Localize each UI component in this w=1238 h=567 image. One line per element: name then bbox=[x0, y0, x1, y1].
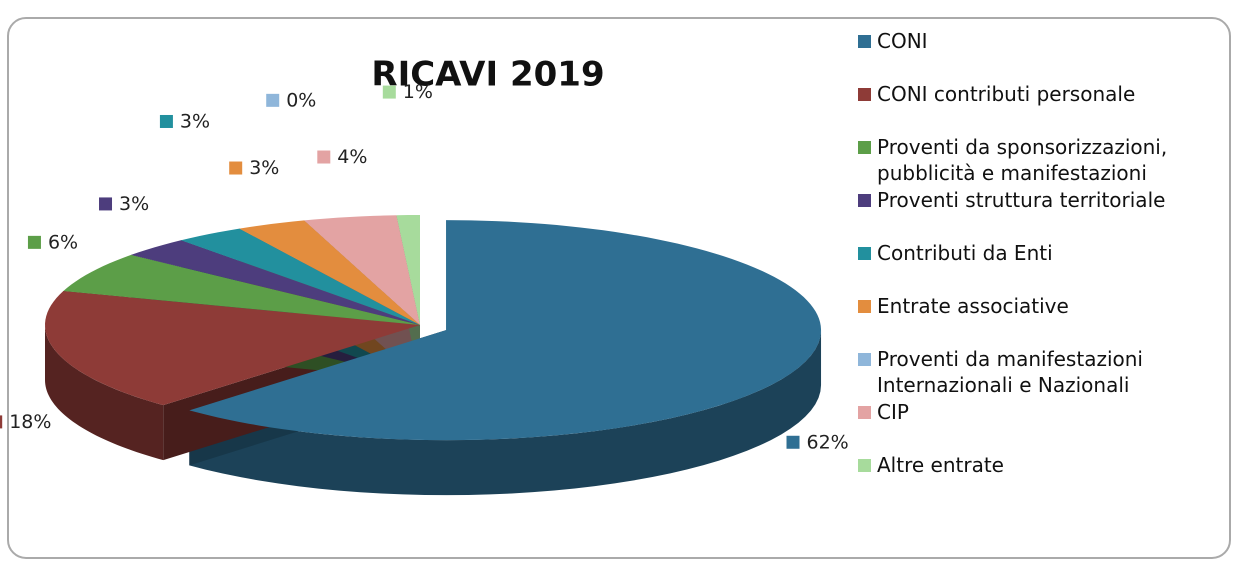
slice bbox=[239, 220, 420, 325]
label-swatch bbox=[27, 235, 41, 249]
data-label: 3% bbox=[180, 110, 210, 132]
legend-item: Proventi da manifestazioni Internazional… bbox=[858, 346, 1218, 399]
legend-label: CONI contributi personale bbox=[877, 82, 1136, 106]
legend-swatch bbox=[858, 406, 871, 419]
slice bbox=[180, 228, 420, 325]
data-label: 3% bbox=[249, 157, 279, 179]
legend-swatch bbox=[858, 88, 871, 101]
label-swatch bbox=[99, 197, 113, 211]
legend-label: Proventi struttura territoriale bbox=[877, 188, 1166, 212]
label-swatch bbox=[382, 85, 396, 99]
data-label: 0% bbox=[286, 89, 316, 111]
legend-swatch bbox=[858, 141, 871, 154]
data-label: 18% bbox=[9, 411, 51, 433]
slice bbox=[189, 220, 822, 441]
legend-item: CONI bbox=[858, 28, 1218, 81]
legend-label: Contributi da Enti bbox=[877, 241, 1053, 265]
slice bbox=[304, 215, 420, 325]
legend-swatch bbox=[858, 459, 871, 472]
slice-side bbox=[189, 330, 822, 496]
data-label: 6% bbox=[48, 231, 78, 253]
legend-label: Proventi da sponsorizzazioni, pubblicità… bbox=[877, 135, 1168, 185]
legend-swatch bbox=[858, 194, 871, 207]
label-swatch bbox=[0, 415, 3, 429]
legend-swatch bbox=[858, 35, 871, 48]
legend-label: Altre entrate bbox=[877, 453, 1004, 477]
data-label: 62% bbox=[807, 431, 849, 453]
label-swatch bbox=[317, 150, 331, 164]
legend-item: CIP bbox=[858, 399, 1218, 452]
slice bbox=[63, 254, 420, 325]
data-label: 4% bbox=[337, 146, 367, 168]
slice bbox=[396, 215, 420, 325]
label-swatch bbox=[266, 93, 280, 107]
slice bbox=[45, 291, 420, 406]
legend-label: Entrate associative bbox=[877, 294, 1069, 318]
legend: CONI CONI contributi personale Proventi da… bbox=[858, 28, 1218, 505]
legend-item: CONI contributi personale bbox=[858, 81, 1218, 134]
legend-item: Entrate associative bbox=[858, 293, 1218, 346]
legend-item: Proventi struttura territoriale bbox=[858, 187, 1218, 240]
legend-label: CONI bbox=[877, 29, 928, 53]
label-swatch bbox=[229, 161, 243, 175]
legend-swatch bbox=[858, 247, 871, 260]
slice-side bbox=[45, 325, 164, 461]
legend-label: Proventi da manifestazioni Internazional… bbox=[877, 347, 1143, 397]
legend-swatch bbox=[858, 300, 871, 313]
slice bbox=[131, 240, 420, 325]
legend-item: Altre entrate bbox=[858, 452, 1218, 505]
data-label: 3% bbox=[119, 193, 149, 215]
legend-swatch bbox=[858, 353, 871, 366]
legend-item: Contributi da Enti bbox=[858, 240, 1218, 293]
label-swatch bbox=[159, 114, 173, 128]
label-swatch bbox=[786, 435, 800, 449]
chart-frame bbox=[7, 17, 1231, 559]
legend-label: CIP bbox=[877, 400, 909, 424]
legend-item: Proventi da sponsorizzazioni, pubblicità… bbox=[858, 134, 1218, 187]
data-label: 1% bbox=[403, 81, 433, 103]
chart-title: RICAVI 2019 bbox=[371, 55, 604, 95]
